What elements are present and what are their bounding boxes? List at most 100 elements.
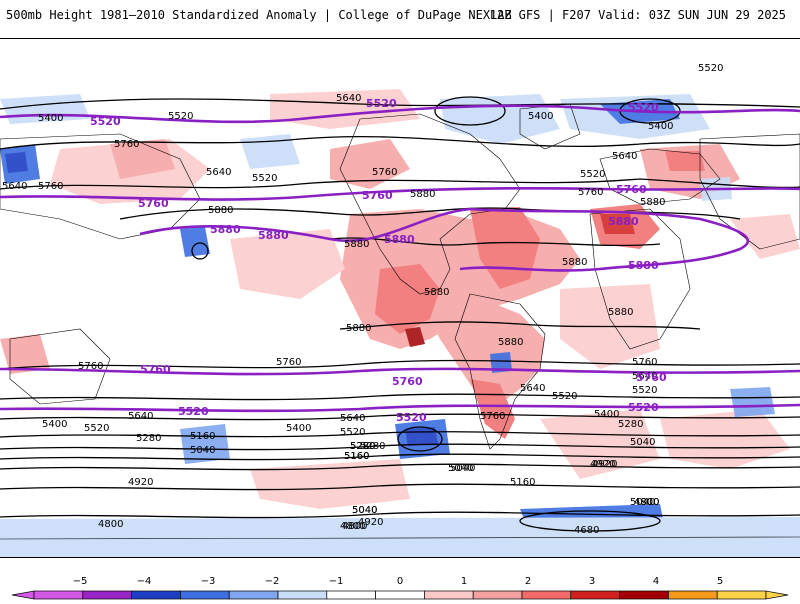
label-5640-spac: 5640	[340, 413, 365, 424]
label-p5520-eu: 5520	[628, 101, 659, 114]
label-5040-sio2: 5040	[448, 463, 473, 474]
colorbar-tick-label: −3	[201, 576, 216, 587]
label-5640-eu: 5640	[612, 151, 637, 162]
label-5040-spac: 5040	[352, 505, 377, 516]
label-p5520-top: 5520	[366, 97, 397, 110]
label-5760-eu: 5760	[578, 187, 603, 198]
key-contour-5880-north	[139, 207, 750, 272]
coastline-north-america	[339, 113, 521, 295]
label-4920-sio: 4920	[590, 459, 615, 470]
key-contour-5520-south	[0, 403, 800, 413]
label-4800-sp3: 4800	[340, 521, 365, 532]
contour-5520-south	[0, 413, 800, 421]
anomaly-aus	[660, 409, 790, 469]
contour-low-pac	[191, 242, 209, 260]
label-5400-eu2: 5400	[648, 121, 673, 132]
label-4800-soc: 4800	[634, 497, 659, 508]
label-p5760-asia: 5760	[138, 197, 169, 210]
key-contour-5520-north	[0, 104, 800, 124]
label-5400-left: 5400	[38, 113, 63, 124]
anomaly-colorbar: −5 −4 −3 −2 −1 0 1 2 3 4 5	[0, 570, 800, 600]
colorbar-max-arrow	[765, 590, 789, 600]
colorbar-canvas: −5 −4 −3 −2 −1 0 1 2 3 4 5	[11, 576, 789, 600]
colorbar-segment	[424, 590, 474, 600]
label-5520-pac: 5520	[168, 111, 193, 122]
map-title: 500mb Height 1981–2010 Standardized Anom…	[6, 8, 512, 22]
anomaly-pac-cyclone	[180, 227, 210, 257]
colorbar-tick-label: 0	[397, 576, 403, 587]
colorbar-segments	[11, 590, 789, 600]
colorbar-segment	[570, 590, 620, 600]
label-5520-top-right: 5520	[698, 63, 723, 74]
label-5160-sp2: 5160	[344, 451, 369, 462]
contour-5520-north	[0, 98, 800, 110]
anomaly-na-north	[330, 139, 410, 189]
anomaly-se-pac	[250, 459, 410, 509]
label-5760-na: 5760	[372, 167, 397, 178]
label-5280-sio2: 5280	[360, 441, 385, 452]
label-5640-sp: 5640	[128, 411, 153, 422]
label-5760-asia: 5760	[114, 139, 139, 150]
colorbar-tick-label: 1	[461, 576, 467, 587]
label-5280-sio: 5280	[618, 419, 643, 430]
anomaly-sio	[540, 409, 660, 479]
label-5640-asia: 5640	[206, 167, 231, 178]
label-5160-sp: 5160	[190, 431, 215, 442]
label-5760-sp: 5760	[78, 361, 103, 372]
coastline-asia	[699, 133, 800, 250]
contour-5880-south	[339, 321, 701, 330]
label-p5880-na: 5880	[384, 233, 415, 246]
coastline-africa	[589, 208, 691, 350]
colorbar-segment	[82, 590, 132, 600]
anomaly-sa-blue	[490, 352, 512, 373]
label-p5760-sp: 5760	[140, 363, 171, 376]
label-5520-sio: 5520	[632, 385, 657, 396]
label-4680-ant: 4680	[574, 525, 599, 536]
anomaly-asia-blue	[240, 134, 300, 169]
label-5400-sp: 5400	[42, 419, 67, 430]
coastline-antarctica	[0, 536, 800, 540]
colorbar-segment	[277, 590, 328, 600]
label-5760-sio: 5760	[632, 357, 657, 368]
colorbar-segment	[619, 590, 669, 600]
colorbar-segment	[326, 590, 376, 600]
height-contours	[0, 96, 800, 532]
anomaly-map: 5520 5640 5520 5400 5760 5640 5520 5640 …	[0, 38, 800, 558]
label-4800-sp2: 4800	[634, 497, 659, 508]
label-5880-mid: 5880	[344, 239, 369, 250]
label-4920-spac: 4920	[358, 517, 383, 528]
contour-low-spac	[397, 426, 443, 452]
contour-4800-south	[0, 511, 800, 519]
anomaly-asia-2	[110, 139, 175, 179]
anomaly-sp-low	[180, 424, 230, 464]
label-p5520-pac: 5520	[90, 115, 121, 128]
contour-4920-south	[0, 483, 800, 491]
key-contours	[0, 104, 800, 413]
colorbar-tick-label: 2	[525, 576, 531, 587]
label-5280-sp: 5280	[136, 433, 161, 444]
label-5400-sio: 5400	[594, 409, 619, 420]
anomaly-right-east	[730, 214, 800, 259]
label-p5880-pac2: 5880	[258, 229, 289, 242]
label-5640-left: 5640	[2, 181, 27, 192]
colorbar-segment	[668, 590, 718, 600]
label-5280-spac: 5280	[350, 441, 375, 452]
contour-5160-south	[0, 453, 800, 461]
label-5640-sa: 5640	[520, 383, 545, 394]
label-5040-soc: 5040	[630, 497, 655, 508]
anomaly-sio-low	[730, 387, 775, 417]
label-5520-spac: 5520	[340, 427, 365, 438]
label-p5880-med: 5880	[608, 215, 639, 228]
contour-5400-south	[0, 431, 800, 438]
map-header: 500mb Height 1981–2010 Standardized Anom…	[0, 0, 800, 38]
colorbar-segment	[180, 590, 230, 600]
label-5880-med: 5880	[640, 197, 665, 208]
black-contour-labels: 5520 5640 5520 5400 5760 5640 5520 5640 …	[2, 63, 723, 536]
colorbar-tick-label: −5	[73, 576, 88, 587]
colorbar-segment	[375, 590, 425, 600]
key-contour-5760-north	[0, 186, 800, 201]
colorbar-segment	[716, 590, 767, 600]
label-p5760-sa: 5760	[392, 375, 423, 388]
anomaly-left-edge	[0, 334, 50, 374]
label-4920-sp2: 4920	[592, 459, 617, 470]
